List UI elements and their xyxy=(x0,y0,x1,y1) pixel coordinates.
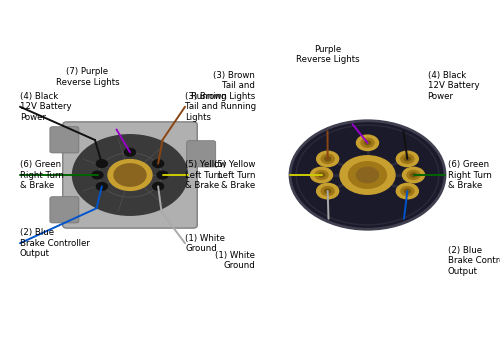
Text: (6) Green
Right Turn
& Brake: (6) Green Right Turn & Brake xyxy=(448,160,492,190)
Text: (2) Blue
Brake Controller
Output: (2) Blue Brake Controller Output xyxy=(448,246,500,276)
Text: (4) Black
12V Battery
Power: (4) Black 12V Battery Power xyxy=(428,71,479,101)
Circle shape xyxy=(318,173,324,177)
Text: Purple
Reverse Lights: Purple Reverse Lights xyxy=(296,44,360,64)
Circle shape xyxy=(152,160,164,168)
Circle shape xyxy=(407,170,420,180)
Circle shape xyxy=(290,121,445,229)
Circle shape xyxy=(410,173,416,177)
FancyBboxPatch shape xyxy=(186,141,216,167)
Circle shape xyxy=(96,183,108,190)
Circle shape xyxy=(402,167,424,183)
Circle shape xyxy=(364,141,370,145)
Text: (4) Black
12V Battery
Power: (4) Black 12V Battery Power xyxy=(20,92,72,122)
Circle shape xyxy=(108,160,152,190)
Circle shape xyxy=(356,135,378,150)
Circle shape xyxy=(396,183,418,199)
Text: (1) White
Ground: (1) White Ground xyxy=(215,251,255,271)
Circle shape xyxy=(316,151,338,167)
Circle shape xyxy=(96,160,108,168)
Circle shape xyxy=(361,138,374,147)
Text: (2) Blue
Brake Controller
Output: (2) Blue Brake Controller Output xyxy=(20,228,90,258)
Circle shape xyxy=(404,157,410,161)
Circle shape xyxy=(340,156,395,194)
FancyBboxPatch shape xyxy=(62,122,198,228)
FancyBboxPatch shape xyxy=(50,127,79,153)
Circle shape xyxy=(321,187,334,196)
Circle shape xyxy=(324,157,330,161)
Circle shape xyxy=(315,170,328,180)
Circle shape xyxy=(396,151,418,167)
Circle shape xyxy=(404,189,410,193)
Text: (5) Yellow
Left Turn
& Brake: (5) Yellow Left Turn & Brake xyxy=(185,160,226,190)
Text: (6) Green
Right Turn
& Brake: (6) Green Right Turn & Brake xyxy=(20,160,64,190)
Circle shape xyxy=(401,187,414,196)
Text: (3) Brown
Tail and
Running Lights: (3) Brown Tail and Running Lights xyxy=(191,71,255,101)
Text: (3) Brown
Tail and Running
Lights: (3) Brown Tail and Running Lights xyxy=(185,92,256,122)
Circle shape xyxy=(324,189,330,193)
Circle shape xyxy=(316,183,338,199)
Circle shape xyxy=(72,135,188,215)
Circle shape xyxy=(401,154,414,163)
Circle shape xyxy=(114,164,146,186)
Circle shape xyxy=(321,154,334,163)
Circle shape xyxy=(356,167,378,183)
Circle shape xyxy=(152,183,164,190)
FancyBboxPatch shape xyxy=(50,197,79,223)
Text: (7) Purple
Reverse Lights: (7) Purple Reverse Lights xyxy=(56,67,120,87)
Circle shape xyxy=(348,162,387,188)
Circle shape xyxy=(310,167,332,183)
Circle shape xyxy=(92,171,103,179)
Text: (5) Yellow
Left Turn
& Brake: (5) Yellow Left Turn & Brake xyxy=(214,160,255,190)
Circle shape xyxy=(124,148,136,156)
Circle shape xyxy=(157,171,168,179)
Text: (1) White
Ground: (1) White Ground xyxy=(185,233,225,253)
